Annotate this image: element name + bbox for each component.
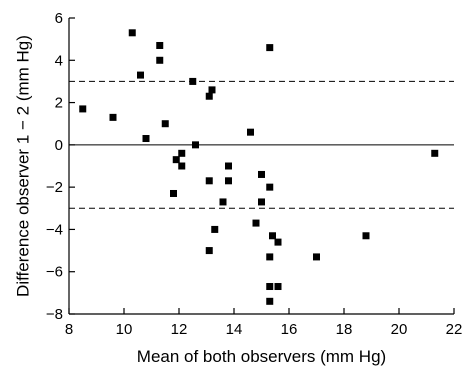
- data-point: [189, 77, 197, 85]
- data-point: [266, 297, 274, 305]
- y-tick-label: −6: [46, 264, 63, 281]
- x-tick-label: 8: [65, 321, 73, 338]
- x-tick-label: 14: [226, 321, 243, 338]
- data-point: [208, 86, 216, 94]
- data-point: [192, 141, 199, 149]
- data-point: [362, 232, 370, 240]
- data-point: [128, 29, 136, 37]
- y-tick-label: 6: [55, 10, 63, 27]
- data-point: [137, 71, 144, 79]
- data-point: [161, 120, 169, 128]
- y-tick-label: 0: [55, 137, 63, 154]
- data-point: [258, 198, 265, 206]
- data-point: [79, 105, 87, 113]
- x-tick-label: 18: [336, 321, 353, 338]
- data-point: [258, 170, 265, 178]
- data-point: [266, 44, 274, 52]
- data-point: [205, 247, 213, 255]
- data-point: [266, 283, 274, 291]
- data-point: [156, 56, 164, 64]
- y-tick-label: −8: [46, 306, 63, 323]
- axes: [68, 18, 454, 315]
- data-point: [266, 183, 274, 191]
- data-point: [225, 162, 232, 170]
- x-tick-label: 20: [391, 321, 408, 338]
- y-tick-label: −2: [46, 179, 63, 196]
- data-point: [219, 198, 227, 206]
- data-point: [247, 128, 254, 136]
- data-point: [269, 232, 276, 240]
- data-point: [266, 253, 274, 261]
- data-point: [109, 113, 117, 121]
- x-tick-label: 22: [446, 321, 462, 338]
- data-point: [156, 41, 164, 49]
- y-tick-label: 4: [55, 52, 63, 69]
- data-point: [431, 149, 439, 157]
- data-point: [205, 92, 213, 100]
- data-point: [225, 177, 232, 185]
- x-tick-label: 10: [116, 321, 133, 338]
- x-axis-title: Mean of both observers (mm Hg): [137, 347, 386, 366]
- data-point: [313, 253, 320, 261]
- data-point: [274, 283, 282, 291]
- data-point: [274, 238, 282, 246]
- data-point: [142, 135, 150, 143]
- data-point: [172, 156, 180, 164]
- data-point: [211, 225, 219, 233]
- data-point: [178, 149, 186, 157]
- data-point: [170, 189, 177, 197]
- data-points: [79, 29, 439, 305]
- y-tick-label: −4: [46, 221, 63, 238]
- reference-lines: [69, 80, 454, 209]
- y-tick-label: 2: [55, 95, 63, 112]
- x-tick-label: 16: [281, 321, 298, 338]
- data-point: [178, 162, 186, 170]
- x-tick-label: 12: [171, 321, 188, 338]
- data-point: [252, 219, 260, 227]
- data-point: [205, 177, 213, 185]
- y-axis-title: Difference observer 1 − 2 (mm Hg): [13, 35, 32, 297]
